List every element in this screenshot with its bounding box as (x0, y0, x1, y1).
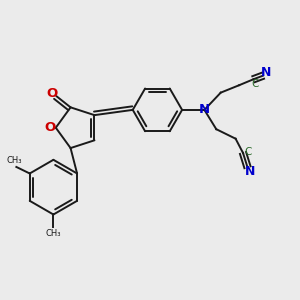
Text: N: N (199, 103, 210, 116)
Text: O: O (44, 121, 56, 134)
Text: CH₃: CH₃ (7, 156, 22, 165)
Text: C: C (245, 147, 252, 157)
Text: O: O (47, 87, 58, 100)
Text: C: C (251, 79, 259, 89)
Text: N: N (245, 165, 256, 178)
Text: N: N (261, 66, 272, 79)
Text: CH₃: CH₃ (46, 230, 61, 238)
